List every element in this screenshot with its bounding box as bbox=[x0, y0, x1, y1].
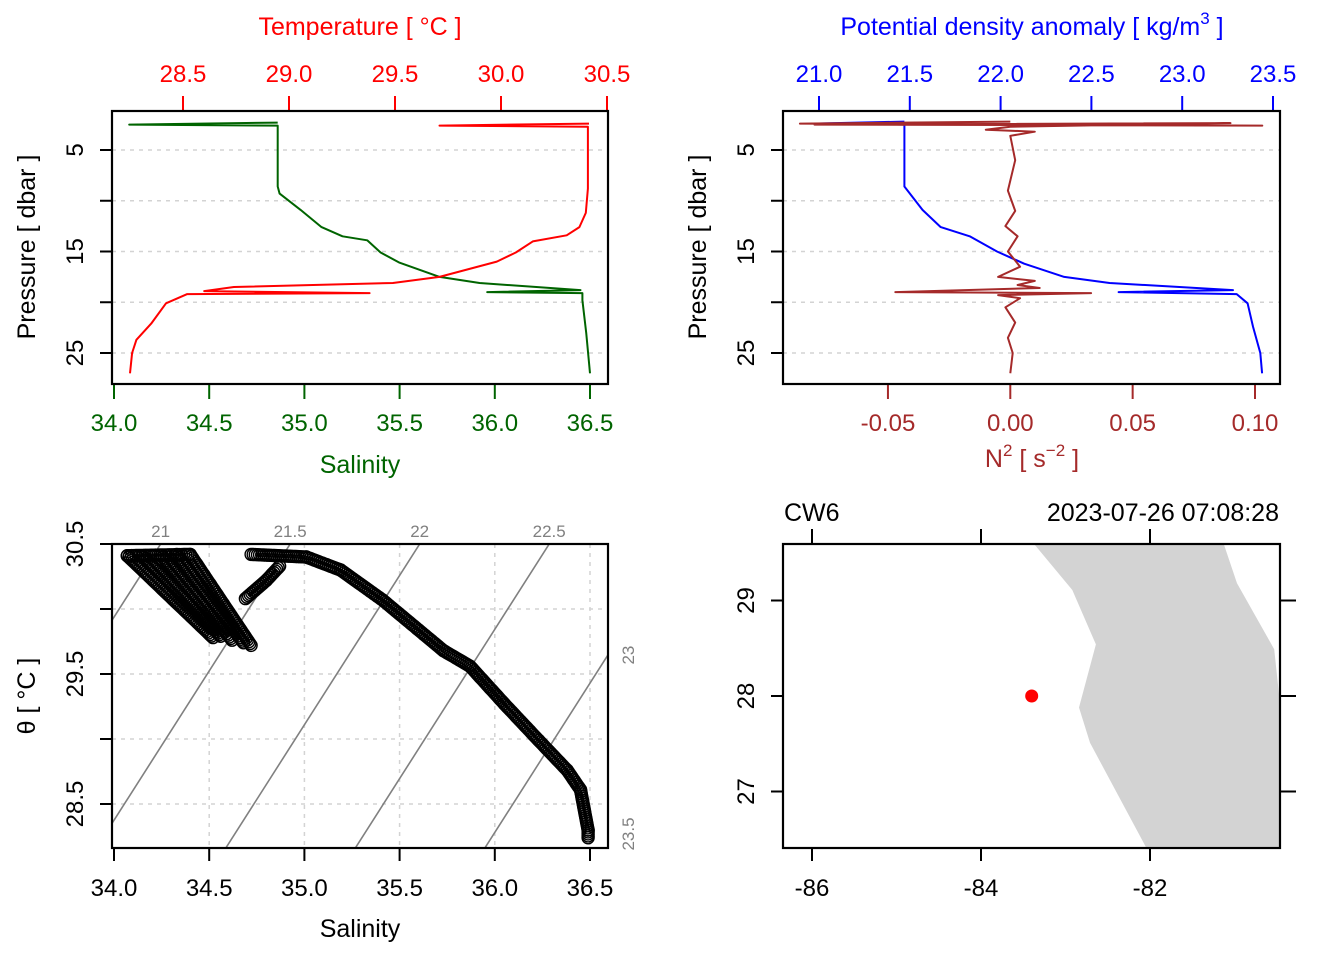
latitude-tick-label: 29 bbox=[733, 587, 760, 614]
x-tick-label: 34.0 bbox=[91, 875, 138, 902]
top-x-tick-label: 29.0 bbox=[266, 61, 313, 88]
salinity-temperature-profile-panel: Temperature [ °C ] Salinity Pressure [ d… bbox=[13, 13, 630, 479]
bottom-x-tick-label: 36.5 bbox=[567, 410, 614, 437]
density-axis-title: Potential density anomaly [ kg/m3 ] bbox=[840, 9, 1223, 41]
ts-diagram-panel: Salinity θ [ °C ] 21 21.5 22 22.5 23 23.5 34.0… bbox=[13, 521, 638, 943]
isopycnal-line bbox=[224, 544, 421, 848]
plot-frame bbox=[781, 109, 1282, 386]
station-name: CW6 bbox=[784, 499, 840, 527]
station-datetime: 2023-07-26 07:08:28 bbox=[1047, 499, 1279, 527]
isopycnal-line bbox=[483, 653, 608, 848]
pressure-axis-title: Pressure [ dbar ] bbox=[684, 155, 712, 340]
ts-point bbox=[243, 636, 257, 651]
ts-point bbox=[241, 635, 256, 649]
y-tick-label: 29.5 bbox=[62, 651, 89, 698]
top-x-tick-label: 22.5 bbox=[1068, 61, 1115, 88]
x-tick-label: 36.0 bbox=[471, 875, 518, 902]
salinity-axis-title: Salinity bbox=[320, 915, 401, 943]
n2-title-units: [ s bbox=[1012, 445, 1045, 473]
temperature-axis-title: Temperature [ °C ] bbox=[258, 13, 461, 41]
bottom-x-tick-label: 35.5 bbox=[376, 410, 423, 437]
bottom-x-tick-label: 36.0 bbox=[471, 410, 518, 437]
isopycnal-label: 21 bbox=[151, 522, 170, 541]
longitude-tick-label: -82 bbox=[1133, 875, 1168, 902]
ts-point bbox=[270, 562, 284, 576]
n2-title-units-superscript: −2 bbox=[1046, 441, 1065, 460]
ts-point bbox=[210, 626, 225, 640]
y-tick-label: 5 bbox=[62, 143, 89, 156]
n2-title-end: ] bbox=[1065, 445, 1079, 473]
isopycnal-label: 22.5 bbox=[533, 522, 566, 541]
n2-line bbox=[798, 120, 1264, 374]
y-tick-label: 5 bbox=[733, 143, 760, 156]
plot-frame bbox=[110, 542, 610, 850]
pressure-axis-title: Pressure [ dbar ] bbox=[13, 155, 41, 340]
map-content bbox=[1025, 544, 1280, 847]
y-tick-label: 25 bbox=[62, 340, 89, 367]
station-map-panel: CW6 2023-07-26 07:08:28 -86 -84 -82 27 28 29 bbox=[733, 499, 1296, 902]
y-tick-label: 25 bbox=[733, 340, 760, 367]
ts-point bbox=[581, 831, 595, 845]
salinity-axis-title: Salinity bbox=[320, 451, 401, 479]
top-x-tick-label: 23.0 bbox=[1159, 61, 1206, 88]
latitude-tick-label: 27 bbox=[733, 778, 760, 805]
top-x-tick-label: 22.0 bbox=[977, 61, 1024, 88]
top-x-tick-label: 30.5 bbox=[584, 61, 631, 88]
x-tick-label: 35.5 bbox=[376, 875, 423, 902]
isopycnal-line bbox=[354, 544, 551, 848]
bottom-x-tick-label: 0.10 bbox=[1232, 410, 1279, 437]
top-x-tick-label: 28.5 bbox=[160, 61, 207, 88]
n2-axis-title: N2 [ s−2 ] bbox=[985, 441, 1079, 473]
density-title-text: Potential density anomaly [ kg/m bbox=[840, 13, 1200, 41]
top-x-tick-label: 30.0 bbox=[478, 61, 525, 88]
isopycnal-label: 23 bbox=[619, 646, 638, 665]
plot-frame bbox=[781, 542, 1282, 850]
x-tick-label: 36.5 bbox=[567, 875, 614, 902]
y-tick-label: 28.5 bbox=[62, 781, 89, 828]
x-tick-label: 35.0 bbox=[281, 875, 328, 902]
profile-lines bbox=[128, 121, 591, 374]
bottom-x-tick-label: 0.05 bbox=[1109, 410, 1156, 437]
density-n2-profile-panel: Potential density anomaly [ kg/m3 ] N2 [… bbox=[684, 9, 1296, 473]
theta-axis-title: θ [ °C ] bbox=[13, 658, 41, 735]
station-marker bbox=[1025, 689, 1039, 703]
top-x-tick-label: 21.0 bbox=[796, 61, 843, 88]
n2-title-superscript: 2 bbox=[1003, 441, 1012, 460]
bottom-x-tick-label: 0.00 bbox=[987, 410, 1034, 437]
salinity-line bbox=[128, 121, 591, 374]
profile-lines bbox=[798, 120, 1264, 374]
ts-point bbox=[244, 638, 258, 653]
isopycnal-label: 21.5 bbox=[274, 522, 307, 541]
bottom-x-tick-label: 34.0 bbox=[91, 410, 138, 437]
latitude-tick-label: 28 bbox=[733, 683, 760, 710]
ts-point bbox=[212, 628, 226, 642]
potential-density-anomaly-line bbox=[812, 120, 1264, 374]
top-x-tick-label: 29.5 bbox=[372, 61, 419, 88]
top-x-tick-label: 23.5 bbox=[1250, 61, 1297, 88]
bottom-x-tick-label: -0.05 bbox=[861, 410, 916, 437]
plot-frame bbox=[110, 109, 610, 386]
bottom-x-tick-label: 34.5 bbox=[186, 410, 233, 437]
land-polygon bbox=[1034, 544, 1280, 847]
density-title-end: ] bbox=[1210, 13, 1224, 41]
bottom-x-tick-label: 35.0 bbox=[281, 410, 328, 437]
density-title-superscript: 3 bbox=[1200, 9, 1209, 28]
ts-points bbox=[120, 547, 595, 845]
longitude-tick-label: -84 bbox=[964, 875, 999, 902]
isopycnal-label: 22 bbox=[410, 522, 429, 541]
temperature-line bbox=[129, 122, 590, 374]
isopycnal-label: 23.5 bbox=[619, 817, 638, 850]
longitude-tick-label: -86 bbox=[795, 875, 830, 902]
y-tick-label: 30.5 bbox=[62, 521, 89, 568]
ts-point bbox=[268, 564, 282, 578]
n2-title-text: N bbox=[985, 445, 1003, 473]
top-x-tick-label: 21.5 bbox=[886, 61, 933, 88]
x-tick-label: 34.5 bbox=[186, 875, 233, 902]
y-tick-label: 15 bbox=[733, 238, 760, 265]
y-tick-label: 15 bbox=[62, 238, 89, 265]
